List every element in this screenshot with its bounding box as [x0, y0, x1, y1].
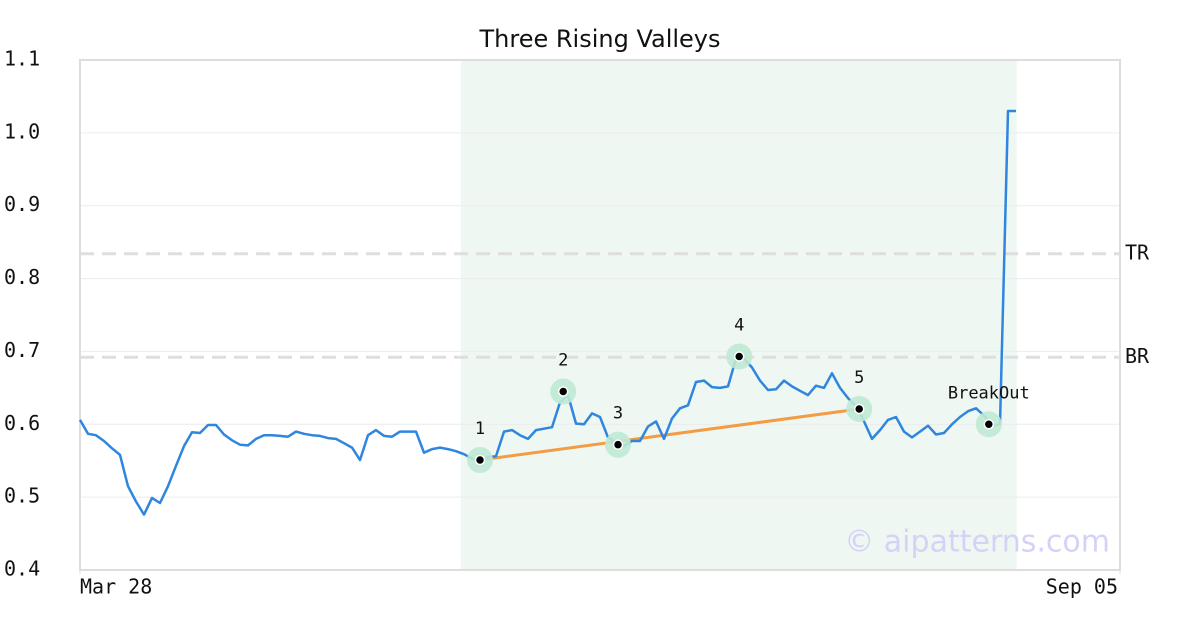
- reference-label: TR: [1125, 240, 1150, 264]
- trend-line: [479, 407, 860, 462]
- marker-dot: [612, 439, 624, 450]
- marker-label: 1: [475, 419, 485, 439]
- marker-label: 4: [734, 316, 744, 336]
- marker-label: 3: [613, 404, 623, 424]
- y-tick-label: 0.6: [4, 411, 40, 435]
- marker-label: BreakOut: [948, 383, 1030, 403]
- y-tick-label: 1.1: [4, 47, 40, 71]
- marker-label: 2: [558, 351, 568, 371]
- y-tick-label: 1.0: [4, 119, 40, 143]
- marker-label: 5: [854, 368, 864, 388]
- y-tick-label: 0.7: [4, 338, 40, 362]
- x-tick-label: Mar 28: [80, 575, 152, 599]
- marker-dot: [853, 403, 865, 415]
- marker-dot: [557, 386, 569, 397]
- y-tick-label: 0.9: [4, 192, 40, 216]
- marker-dot: [474, 454, 486, 466]
- reference-label: BR: [1125, 344, 1150, 368]
- y-tick-label: 0.5: [4, 484, 40, 508]
- highlight-band: [460, 60, 1017, 570]
- plot-frame: [79, 59, 1121, 571]
- y-tick-label: 0.4: [4, 557, 40, 581]
- x-tick-label: Sep 05: [1046, 575, 1118, 599]
- watermark: © aipatterns.com: [844, 525, 1110, 560]
- marker-dot: [733, 351, 745, 362]
- marker-dot: [983, 419, 995, 430]
- y-tick-label: 0.8: [4, 265, 40, 289]
- chart-title: Three Rising Valleys: [478, 25, 720, 53]
